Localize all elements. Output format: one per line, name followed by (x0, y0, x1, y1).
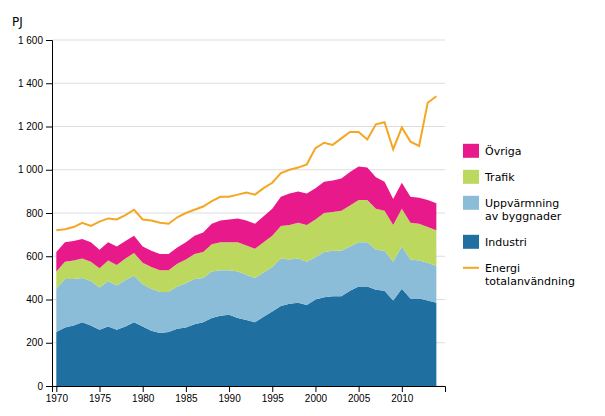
x-axis-line (53, 387, 446, 393)
legend-swatch (463, 170, 479, 184)
x-tick-label: 1980 (132, 393, 155, 404)
x-tick: 1970 (46, 386, 69, 404)
y-tick-label: 1 200 (18, 121, 43, 132)
y-tick-mark (46, 40, 52, 41)
x-tick-label: 2005 (348, 393, 371, 404)
grid-line (52, 169, 445, 170)
y-tick-mark (46, 256, 52, 257)
x-tick: 1980 (132, 386, 155, 404)
marks (56, 96, 436, 386)
y-tick-mark (46, 300, 52, 301)
legend-swatch (463, 144, 479, 158)
legend-swatch (463, 235, 479, 249)
legend-item: Trafik (463, 170, 515, 184)
y-tick: 1 200 (18, 121, 52, 132)
y-tick-label: 1 600 (18, 35, 43, 46)
y-tick: 0 (37, 381, 52, 392)
y-tick-label: 1 000 (18, 164, 43, 175)
x-tick-mark (186, 386, 187, 392)
x-tick: 1985 (175, 386, 198, 404)
x-tick-mark (272, 386, 273, 392)
legend-label: Uppvärmningav byggnader (485, 197, 562, 223)
x-tick-mark (315, 386, 316, 392)
legend-swatch (463, 267, 479, 269)
legend: Övriga Trafik Uppvärmningav byggnader Indus… (463, 144, 575, 288)
y-tick-label: 1 400 (18, 78, 43, 89)
x-tick-label: 2010 (391, 393, 414, 404)
x-tick: 1990 (218, 386, 241, 404)
chart: 1970 1975 1980 1985 1990 1995 2000 2005 2010 0 200… (0, 0, 605, 416)
x-tick: 2005 (348, 386, 371, 404)
y-tick: 1 600 (18, 35, 52, 46)
grid (52, 40, 445, 386)
x-tick-mark (143, 386, 144, 392)
legend-item: Uppvärmningav byggnader (463, 196, 562, 223)
x-tick-label: 1970 (46, 393, 69, 404)
y-axis: 0 200 400 600 800 1 000 1 200 1 400 1 600 (18, 35, 53, 392)
x-tick-mark (229, 386, 230, 392)
legend-label: Övriga (485, 145, 521, 158)
y-tick-mark (46, 127, 52, 128)
y-tick-mark (46, 170, 52, 171)
x-tick: 2000 (305, 386, 328, 404)
plot: 1970 1975 1980 1985 1990 1995 2000 2005 2010 0 200… (18, 35, 446, 404)
grid-line (52, 83, 445, 84)
legend-item: Energitotalanvändning (463, 262, 575, 288)
legend-label: Trafik (484, 171, 515, 184)
y-tick-label: 600 (26, 251, 43, 262)
legend-label: Energitotalanvändning (485, 262, 575, 288)
x-tick-mark (402, 386, 403, 392)
x-tick-mark (359, 386, 360, 392)
grid-line (52, 40, 445, 41)
y-tick-label: 0 (37, 381, 43, 392)
x-tick-label: 1995 (262, 393, 285, 404)
y-axis-title: PJ (12, 15, 23, 29)
y-tick-label: 800 (26, 208, 43, 219)
y-axis-line (46, 41, 53, 387)
y-tick-mark (46, 83, 52, 84)
line (56, 96, 436, 230)
x-tick: 1995 (262, 386, 285, 404)
y-tick: 800 (26, 208, 52, 219)
y-tick: 600 (26, 251, 52, 262)
x-tick-mark (100, 386, 101, 392)
x-tick: 2010 (391, 386, 414, 404)
legend-item: Övriga (463, 144, 521, 158)
x-tick-mark (56, 386, 57, 392)
y-tick-mark (46, 213, 52, 214)
x-tick-label: 2000 (305, 393, 328, 404)
y-tick-label: 200 (26, 337, 43, 348)
y-tick: 400 (26, 294, 52, 305)
x-tick-label: 1990 (218, 393, 241, 404)
y-tick-label: 400 (26, 294, 43, 305)
legend-swatch (463, 196, 479, 210)
y-tick: 1 000 (18, 164, 52, 175)
legend-label: Industri (485, 236, 527, 249)
x-tick: 1975 (89, 386, 112, 404)
y-tick: 200 (26, 337, 52, 348)
x-tick-label: 1985 (175, 393, 198, 404)
x-axis: 1970 1975 1980 1985 1990 1995 2000 2005 2010 (46, 386, 446, 404)
x-tick-label: 1975 (89, 393, 112, 404)
legend-item: Industri (463, 235, 527, 249)
y-tick-mark (46, 343, 52, 344)
y-tick-mark (46, 386, 52, 387)
y-tick: 1 400 (18, 78, 52, 89)
